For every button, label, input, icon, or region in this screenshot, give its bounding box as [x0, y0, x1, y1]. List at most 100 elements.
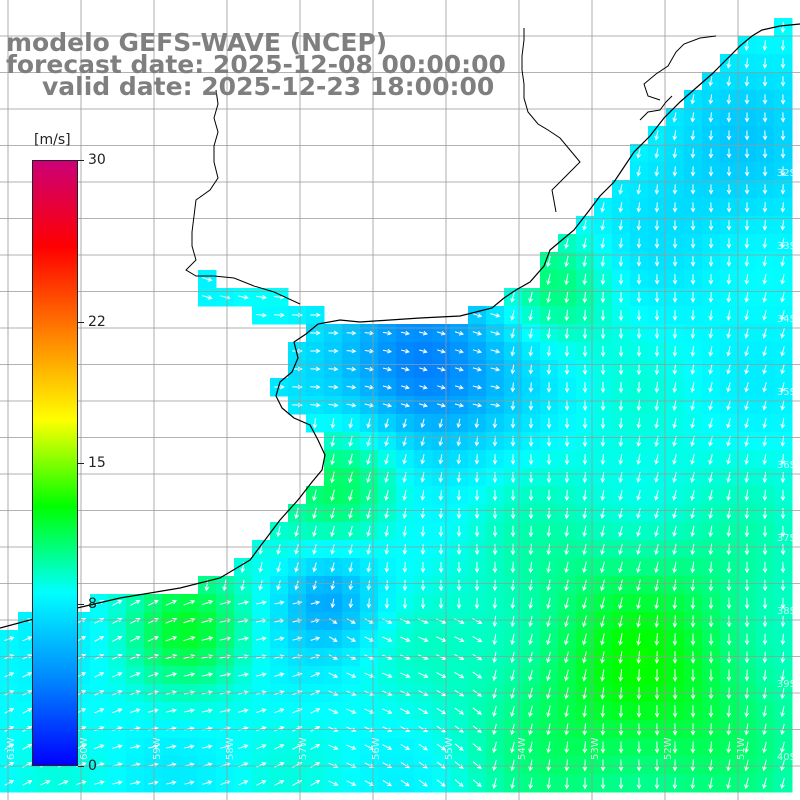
wind-arrow — [366, 580, 372, 591]
wind-arrow — [328, 348, 339, 354]
wind-arrow — [762, 669, 768, 682]
wind-arrow — [600, 309, 606, 322]
wind-arrow — [438, 544, 444, 555]
wind-arrow — [474, 507, 480, 520]
wind-arrow — [346, 636, 357, 642]
wind-arrow — [130, 744, 141, 749]
wind-arrow — [564, 346, 570, 358]
wind-arrow — [310, 366, 321, 372]
longitude-label: 59W — [152, 737, 163, 760]
wind-arrow — [600, 381, 606, 394]
title-valid-date: valid date: 2025-12-23 18:00:00 — [42, 72, 495, 101]
wind-arrow — [147, 635, 160, 642]
wind-arrow — [490, 366, 501, 372]
wind-arrow — [528, 741, 533, 754]
wind-arrow — [600, 327, 606, 340]
wind-arrow — [672, 292, 678, 303]
wind-arrow — [310, 744, 321, 750]
wind-arrow — [382, 779, 392, 787]
wind-arrow — [437, 366, 446, 372]
wind-arrow — [654, 651, 660, 664]
wind-arrow — [618, 309, 624, 322]
wind-arrow — [618, 220, 624, 231]
wind-arrow — [672, 777, 678, 790]
wind-arrow — [510, 346, 516, 357]
wind-arrow — [328, 726, 339, 732]
wind-arrow — [726, 615, 732, 628]
wind-arrow — [147, 654, 160, 660]
wind-arrow — [726, 310, 732, 321]
wind-arrow — [726, 669, 732, 682]
wind-arrow — [4, 762, 15, 768]
wind-arrow — [438, 526, 444, 537]
wind-arrow — [348, 544, 353, 555]
wind-arrow — [708, 130, 714, 141]
wind-arrow — [294, 507, 299, 520]
wind-arrow — [328, 636, 338, 642]
wind-arrow — [708, 328, 714, 339]
wind-arrow — [762, 148, 768, 159]
wind-arrow — [600, 507, 605, 520]
wind-arrow — [762, 94, 768, 105]
wind-arrow — [762, 256, 768, 267]
wind-arrow — [690, 723, 696, 736]
wind-arrow — [330, 471, 335, 484]
wind-arrow — [474, 454, 480, 465]
wind-arrow — [672, 184, 678, 195]
wind-arrow — [690, 651, 696, 664]
wind-arrow — [690, 202, 696, 213]
wind-arrow — [654, 543, 659, 556]
wind-arrow — [420, 508, 426, 519]
wind-arrow — [744, 202, 750, 213]
wind-arrow — [780, 328, 785, 339]
wind-arrow — [454, 366, 464, 372]
wind-arrow — [762, 346, 767, 357]
wind-arrow — [726, 651, 732, 664]
wind-arrow — [654, 292, 660, 303]
wind-arrow — [744, 615, 750, 628]
wind-arrow — [672, 346, 678, 357]
wind-arrow — [492, 633, 498, 646]
wind-arrow — [762, 507, 768, 520]
wind-arrow — [310, 762, 321, 768]
wind-arrow — [564, 615, 569, 628]
wind-arrow — [564, 705, 569, 718]
wind-arrow — [744, 58, 750, 69]
wind-arrow — [744, 148, 750, 159]
wind-arrow — [690, 777, 696, 790]
wind-arrow — [165, 635, 178, 642]
wind-arrow — [618, 507, 623, 519]
wind-arrow — [312, 580, 318, 591]
wind-arrow — [744, 669, 750, 682]
wind-arrow — [366, 562, 372, 573]
wind-arrow — [780, 148, 786, 159]
wind-arrow — [708, 238, 714, 249]
wind-arrow — [202, 277, 213, 282]
wind-arrow — [258, 562, 263, 573]
wind-arrow — [237, 600, 250, 605]
wind-arrow — [165, 617, 178, 624]
wind-arrow — [418, 654, 429, 660]
wind-arrow — [400, 403, 411, 408]
wind-arrow — [600, 453, 606, 466]
wind-arrow — [22, 780, 33, 786]
wind-arrow — [419, 366, 428, 372]
wind-arrow — [183, 636, 196, 642]
wind-arrow — [112, 636, 123, 642]
wind-arrow — [330, 489, 335, 502]
wind-arrow — [402, 490, 407, 501]
wind-arrow — [364, 708, 375, 714]
wind-arrow — [330, 418, 336, 429]
wind-arrow — [618, 489, 623, 501]
wind-arrow — [492, 418, 498, 429]
wind-arrow — [690, 633, 696, 646]
wind-arrow — [708, 400, 713, 411]
wind-arrow — [112, 654, 123, 660]
wind-arrow — [636, 525, 641, 537]
wind-arrow — [348, 580, 354, 591]
wind-arrow — [654, 561, 659, 574]
wind-arrow — [402, 507, 408, 519]
coastline — [0, 23, 800, 629]
wind-arrow — [762, 40, 768, 51]
wind-arrow — [618, 759, 624, 772]
